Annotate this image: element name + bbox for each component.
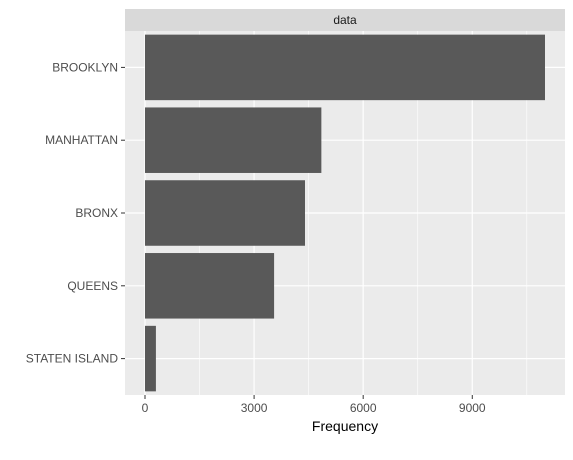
y-axis: BROOKLYN MANHATTAN BRONX QUEENS STATEN ISLAN…	[26, 60, 125, 366]
x-tick-label: 0	[142, 401, 149, 415]
y-tick-label: QUEENS	[67, 279, 118, 293]
x-tick-label: 3000	[241, 401, 268, 415]
y-tick-label: STATEN ISLAND	[26, 352, 119, 366]
x-tick-label: 9000	[459, 401, 486, 415]
x-tick-label: 6000	[350, 401, 377, 415]
facet-strip	[125, 9, 565, 31]
y-tick-label: BROOKLYN	[52, 60, 118, 74]
x-axis: 0 3000 6000 9000	[142, 395, 486, 415]
bar-staten-island	[145, 325, 156, 392]
bar-manhattan	[145, 107, 322, 173]
bar-brooklyn	[145, 34, 545, 101]
bars	[145, 34, 545, 392]
facet-strip-label: data	[333, 13, 357, 27]
y-tick-label: BRONX	[75, 206, 118, 220]
bar-bronx	[145, 180, 305, 246]
x-axis-title: Frequency	[312, 418, 378, 434]
y-tick-label: MANHATTAN	[45, 133, 118, 147]
bar-queens	[145, 253, 275, 319]
